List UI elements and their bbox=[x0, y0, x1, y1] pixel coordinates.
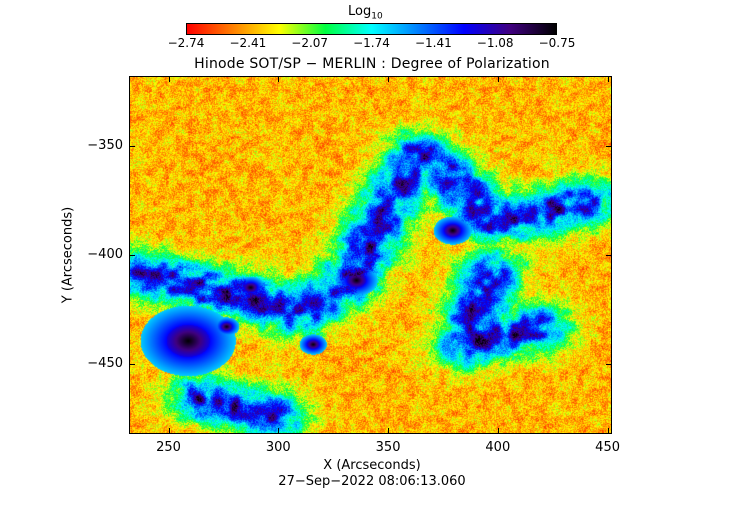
y-tick-mark bbox=[606, 255, 612, 256]
y-tick-mark bbox=[606, 364, 612, 366]
x-tick-label: 400 bbox=[485, 440, 511, 455]
y-tick-label: −400 bbox=[87, 247, 123, 262]
x-tick-label: 450 bbox=[595, 440, 621, 455]
y-tick-mark bbox=[129, 145, 135, 147]
colorbar-title-text: Log bbox=[348, 4, 372, 19]
polarization-map bbox=[129, 76, 612, 434]
colorbar-tick-label: −1.08 bbox=[476, 36, 514, 50]
colorbar-title-subscript: 10 bbox=[371, 11, 383, 22]
colorbar-tick-label: −2.07 bbox=[291, 36, 329, 50]
y-axis-label: Y (Arcseconds) bbox=[60, 206, 76, 304]
colorbar-tick-label: −0.75 bbox=[538, 36, 576, 50]
x-tick-mark bbox=[388, 76, 390, 82]
observation-timestamp: 27−Sep−2022 08:06:13.060 bbox=[278, 474, 466, 489]
x-tick-mark bbox=[607, 76, 609, 82]
x-tick-label: 250 bbox=[156, 440, 181, 455]
x-tick-mark bbox=[278, 76, 280, 82]
x-tick-mark bbox=[388, 428, 390, 434]
x-tick-mark bbox=[168, 428, 170, 434]
colorbar-tick-label: −2.74 bbox=[167, 36, 205, 50]
x-tick-mark bbox=[497, 428, 499, 434]
x-tick-label: 350 bbox=[375, 440, 401, 455]
plot-title: Hinode SOT/SP − MERLIN : Degree of Polar… bbox=[194, 56, 550, 72]
colorbar-title: Log10 bbox=[348, 4, 383, 22]
x-axis-label: X (Arcseconds) bbox=[323, 458, 421, 473]
y-tick-mark bbox=[129, 255, 135, 256]
x-tick-mark bbox=[168, 76, 170, 82]
polarization-map-image bbox=[130, 77, 611, 433]
y-tick-label: −350 bbox=[87, 137, 123, 153]
x-tick-mark bbox=[497, 76, 499, 82]
y-tick-mark bbox=[606, 145, 612, 147]
x-tick-mark bbox=[278, 428, 280, 434]
x-tick-mark bbox=[607, 428, 609, 434]
colorbar bbox=[186, 23, 557, 35]
y-tick-mark bbox=[129, 364, 135, 366]
colorbar-tick-label: −2.41 bbox=[229, 36, 267, 50]
x-tick-label: 300 bbox=[265, 440, 291, 455]
y-tick-label: −450 bbox=[87, 356, 123, 372]
colorbar-tick-label: −1.41 bbox=[414, 36, 452, 50]
colorbar-tick-label: −1.74 bbox=[353, 36, 390, 50]
